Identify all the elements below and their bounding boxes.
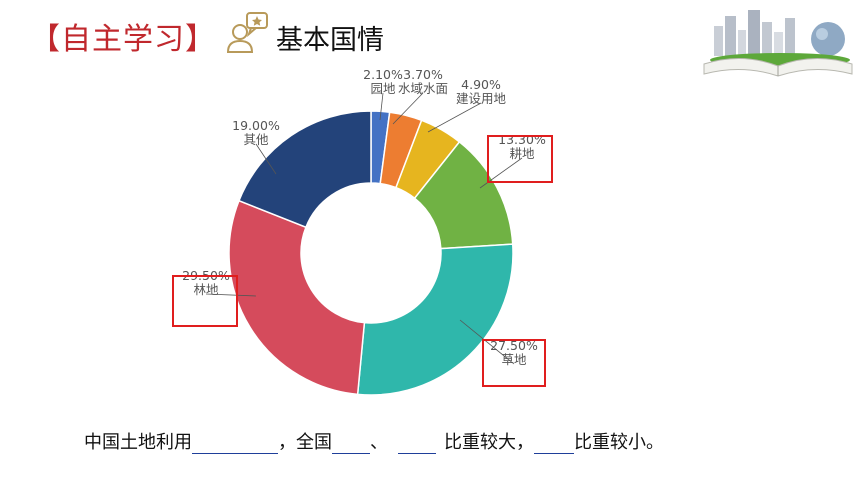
highlight-box: [487, 135, 553, 183]
highlight-box: [482, 339, 546, 387]
data-label-category: 水域水面: [398, 81, 448, 96]
data-label-value: 4.90%: [461, 77, 501, 92]
data-label-category: 建设用地: [456, 91, 507, 106]
slice-其他: [237, 110, 372, 229]
question-text-3: 、: [370, 432, 388, 453]
learning-icon: [226, 12, 268, 53]
leader-line: [205, 293, 257, 297]
question-text-1: 中国土地利用: [84, 432, 192, 453]
slice-草地: [356, 243, 514, 396]
data-label-category: 耕地: [509, 146, 535, 161]
highlight-box: [172, 275, 238, 327]
leader-line: [392, 92, 424, 125]
leader-line: [379, 92, 384, 121]
data-label-value: 13.30%: [498, 132, 546, 147]
answer-blank-2[interactable]: [332, 433, 370, 454]
data-label-category: 林地: [193, 282, 219, 297]
slice-林地: [228, 199, 366, 396]
answer-blank-1[interactable]: [192, 433, 278, 454]
land-use-donut-chart: 2.10%园地 3.70%水域水面 4.90%建设用地 13.30%耕地 27.50%草…: [172, 67, 553, 396]
question-text-4: 比重较大，: [444, 432, 534, 453]
data-label-value: 3.70%: [403, 67, 443, 82]
data-label-value: 27.50%: [490, 338, 538, 353]
question-text-5: 比重较小。: [574, 432, 664, 453]
data-label-value: 2.10%: [363, 67, 403, 82]
answer-blank-3[interactable]: [398, 433, 436, 454]
leader-line: [255, 143, 277, 175]
data-label-value: 19.00%: [232, 118, 280, 133]
subtitle: 基本国情: [276, 25, 384, 56]
section-title: 【自主学习】: [30, 22, 216, 57]
data-label-category: 其他: [243, 132, 269, 147]
data-label-category: 草地: [501, 352, 527, 367]
leader-line: [427, 102, 482, 133]
question-text-2: ，全国: [278, 432, 332, 453]
data-label-category: 园地: [370, 81, 396, 96]
leader-line: [459, 319, 515, 365]
question-sentence: 中国土地利用 ，全国 、 比重较大， 比重较小。: [84, 428, 664, 454]
book-city-decoration: [694, 4, 856, 82]
answer-blank-4[interactable]: [534, 433, 574, 454]
